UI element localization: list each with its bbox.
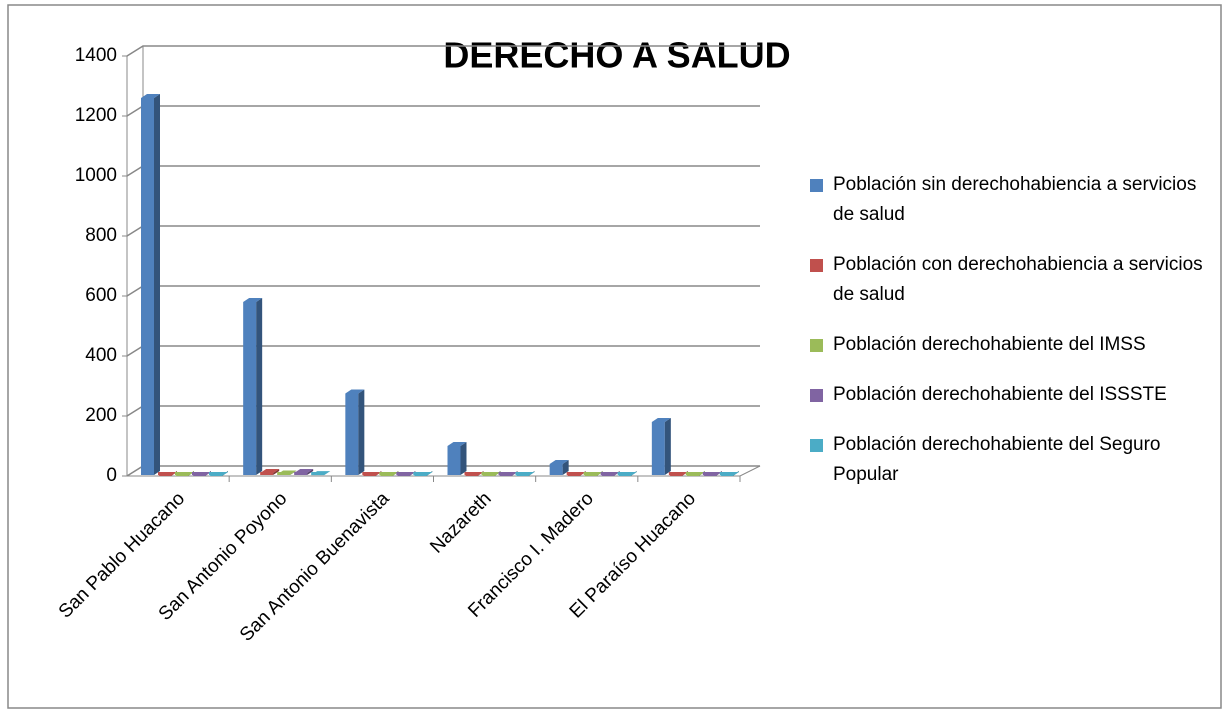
- bar-top: [515, 472, 535, 476]
- y-tick-label: 1400: [75, 45, 117, 66]
- bar-top: [396, 472, 416, 476]
- bar-front: [141, 98, 154, 475]
- legend: Población sin derechohabiencia a servici…: [810, 170, 1210, 510]
- legend-item: Población con derechohabiencia a servici…: [810, 250, 1210, 310]
- bar-top: [702, 472, 722, 476]
- bar-top: [549, 460, 569, 464]
- legend-item: Población derechohabiente del ISSSTE: [810, 380, 1210, 410]
- y-tick-label: 200: [85, 405, 117, 426]
- bar-top: [685, 472, 705, 476]
- y-tick-label: 1000: [75, 165, 117, 186]
- bar-top: [345, 389, 365, 394]
- bar-top: [158, 472, 177, 476]
- chart-title: DERECHO A SALUD: [443, 35, 790, 76]
- bar-top: [719, 472, 739, 476]
- bar-top: [209, 472, 228, 476]
- bar-top: [651, 418, 671, 422]
- bar: [260, 469, 280, 475]
- bar: [447, 442, 467, 475]
- bar-front: [243, 302, 257, 475]
- bar-top: [464, 472, 484, 476]
- bar: [311, 471, 331, 476]
- bar: [617, 471, 637, 476]
- legend-item: Población derechohabiente del Seguro Pop…: [810, 430, 1210, 490]
- bar: [209, 471, 228, 476]
- bar-top: [481, 472, 501, 476]
- bar: [413, 471, 433, 476]
- bar-top: [294, 469, 314, 473]
- y-tick-label: 400: [85, 345, 117, 366]
- y-tick-label: 600: [85, 285, 117, 306]
- legend-label: Población derechohabiente del Seguro Pop…: [833, 434, 1161, 485]
- bar-top: [243, 298, 263, 302]
- bar-top: [192, 472, 211, 476]
- bar-top: [617, 472, 637, 476]
- bar: [243, 298, 263, 475]
- bar-front: [260, 472, 274, 475]
- bar-top: [668, 472, 688, 476]
- bar-side: [358, 389, 365, 475]
- bar: [719, 471, 739, 476]
- bar: [277, 470, 297, 475]
- bar-top: [498, 472, 518, 476]
- bar: [651, 418, 671, 475]
- bar-top: [566, 472, 586, 476]
- bar-side: [273, 469, 280, 475]
- bar-top: [447, 442, 467, 446]
- bar: [345, 389, 365, 475]
- grid-line: [126, 45, 760, 57]
- y-tick-label: 800: [85, 225, 117, 246]
- bar-top: [141, 94, 160, 98]
- legend-label: Población derechohabiente del ISSSTE: [833, 384, 1167, 405]
- bar-front: [549, 464, 563, 475]
- bar-side: [460, 442, 467, 475]
- legend-swatch: [810, 259, 823, 272]
- bar-top: [277, 470, 297, 475]
- legend-swatch: [810, 339, 823, 352]
- legend-swatch: [810, 389, 823, 402]
- legend-item: Población derechohabiente del IMSS: [810, 330, 1210, 360]
- bar-top: [379, 472, 399, 476]
- y-tick-label: 0: [106, 465, 117, 486]
- legend-label: Población sin derechohabiencia a servici…: [833, 174, 1197, 225]
- legend-swatch: [810, 439, 823, 452]
- bar-side: [664, 418, 671, 475]
- bar-side: [562, 460, 569, 475]
- legend-label: Población con derechohabiencia a servici…: [833, 254, 1203, 305]
- bar-top: [583, 472, 603, 476]
- bar-top: [362, 472, 382, 476]
- bar-top: [413, 472, 433, 476]
- bar-front: [294, 472, 308, 475]
- bar-side: [154, 94, 160, 475]
- bar-front: [651, 422, 665, 475]
- chart-frame: [7, 4, 1222, 709]
- bar-top: [260, 469, 280, 473]
- bar-top: [311, 471, 331, 476]
- bar: [549, 460, 569, 475]
- bar-top: [175, 472, 194, 476]
- legend-item: Población sin derechohabiencia a servici…: [810, 170, 1210, 230]
- bar-side: [290, 470, 297, 475]
- bar: [294, 469, 314, 475]
- legend-swatch: [810, 179, 823, 192]
- legend-label: Población derechohabiente del IMSS: [833, 334, 1146, 355]
- bar-top: [600, 472, 620, 476]
- bar-front: [447, 446, 461, 475]
- y-tick-label: 1200: [75, 105, 117, 126]
- bar-side: [256, 298, 263, 475]
- bar: [515, 471, 535, 476]
- bar-side: [307, 469, 314, 475]
- bar-front: [345, 393, 359, 475]
- bar: [141, 94, 160, 475]
